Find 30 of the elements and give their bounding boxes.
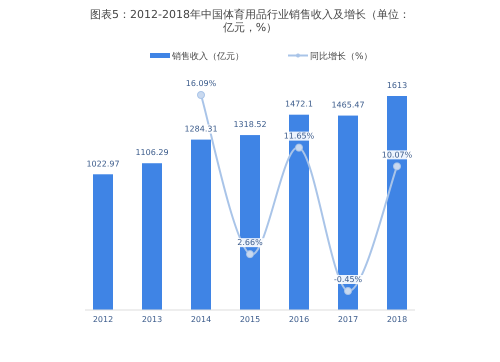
- data-label: 1613: [386, 81, 408, 90]
- data-label: 1465.47: [331, 100, 365, 110]
- data-label: 1472.1: [285, 100, 313, 109]
- data-label: 11.65%: [284, 132, 315, 141]
- x-tick-label: 2013: [142, 315, 162, 324]
- data-label: 10.07%: [382, 150, 413, 160]
- x-tick-label: 2012: [92, 315, 114, 324]
- point: [344, 287, 352, 295]
- point: [295, 144, 303, 152]
- data-label: 1284.31: [184, 124, 218, 134]
- bar: [93, 174, 113, 310]
- data-label: 1318.52: [233, 120, 267, 130]
- data-label: 16.09%: [186, 79, 217, 88]
- x-tick-label: 2014: [190, 315, 212, 324]
- data-label: 1022.97: [86, 159, 120, 168]
- point: [393, 162, 401, 170]
- legend-label: 销售收入（亿元）: [171, 51, 244, 62]
- point: [197, 91, 205, 99]
- x-tick-label: 2016: [288, 315, 310, 324]
- x-tick-label: 2015: [240, 315, 260, 324]
- bar: [191, 140, 211, 310]
- data-label: 1106.29: [135, 148, 169, 158]
- point: [246, 250, 254, 258]
- bar: [142, 163, 162, 310]
- x-tick-label: 2018: [386, 315, 408, 324]
- data-label: -0.45%: [334, 275, 363, 284]
- legend-label: 同比增长（%）: [310, 51, 373, 62]
- title: 图表5：2012-2018年中国体育用品行业销售收入及增长（单位：亿元，%）: [90, 8, 410, 34]
- x-tick-label: 2017: [338, 315, 358, 324]
- data-label: 2.66%: [237, 238, 264, 248]
